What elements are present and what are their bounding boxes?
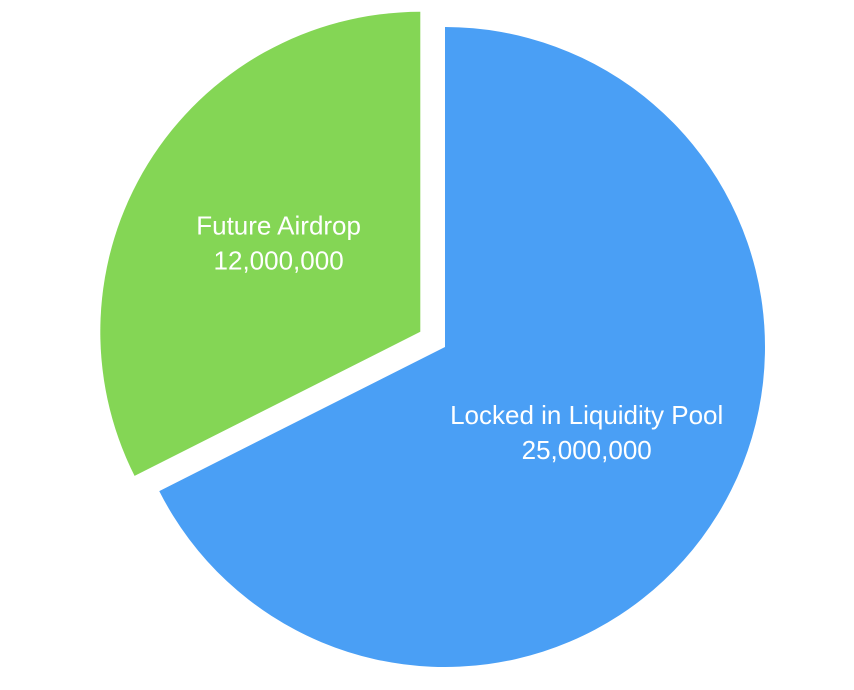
slice-value-label: 12,000,000 bbox=[214, 246, 344, 276]
slice-value-label: 25,000,000 bbox=[522, 435, 652, 465]
slice-category-label: Future Airdrop bbox=[196, 211, 361, 241]
slice-category-label: Locked in Liquidity Pool bbox=[450, 400, 723, 430]
